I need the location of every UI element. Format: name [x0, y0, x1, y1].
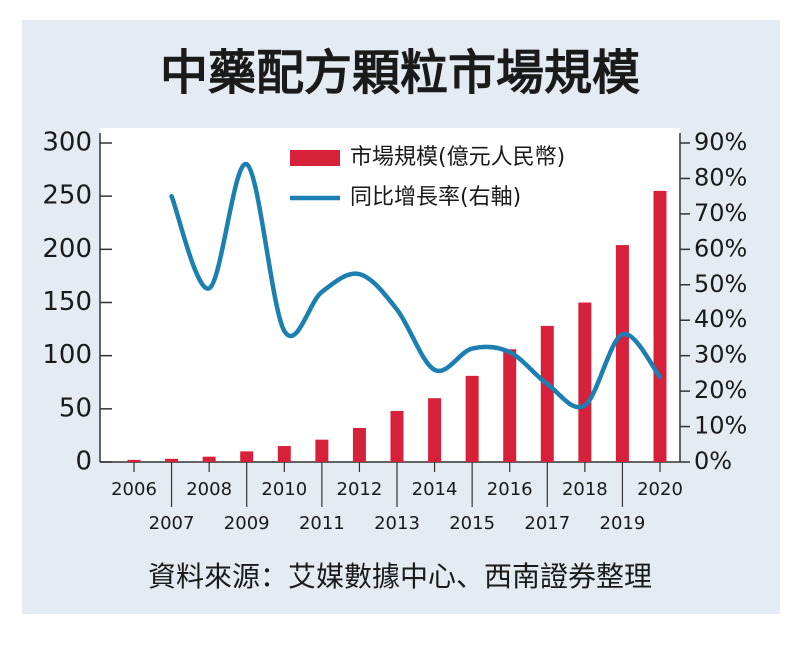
y2-tick-label: 0% — [694, 447, 732, 475]
y2-tick-label: 60% — [694, 234, 747, 262]
bar — [277, 446, 291, 462]
bar — [503, 349, 517, 462]
y2-tick-label: 70% — [694, 199, 747, 227]
bar — [465, 375, 479, 462]
x-tick-label: 2011 — [299, 513, 345, 534]
plot-area — [100, 128, 680, 462]
bar — [428, 398, 442, 462]
y-tick-label: 0 — [75, 447, 92, 477]
legend-label: 同比增長率(右軸) — [350, 185, 521, 210]
x-tick-label: 2019 — [600, 513, 646, 534]
x-tick-label: 2018 — [562, 479, 608, 500]
bar — [653, 190, 667, 462]
y-tick-label: 300 — [42, 128, 92, 158]
bar — [165, 458, 179, 462]
x-tick-label: 2008 — [186, 479, 232, 500]
x-tick-label: 2020 — [637, 479, 683, 500]
bar — [615, 245, 629, 462]
y2-tick-label: 90% — [694, 128, 747, 156]
bar — [315, 439, 329, 462]
legend-swatch — [290, 150, 340, 166]
y-tick-label: 50 — [59, 393, 92, 423]
x-tick-label: 2010 — [261, 479, 307, 500]
y2-tick-label: 40% — [694, 305, 747, 333]
y2-tick-label: 30% — [694, 341, 747, 369]
bar — [240, 451, 254, 462]
x-tick-label: 2013 — [374, 513, 420, 534]
x-tick-label: 2015 — [449, 513, 495, 534]
y-tick-label: 250 — [42, 181, 92, 211]
source: 資料來源：艾媒數據中心、西南證券整理 — [148, 560, 652, 593]
y2-tick-label: 20% — [694, 376, 747, 404]
y-tick-label: 100 — [42, 340, 92, 370]
y2-tick-label: 50% — [694, 270, 747, 298]
line — [169, 161, 663, 410]
x-tick-label: 2017 — [524, 513, 570, 534]
bar — [390, 410, 404, 462]
x-tick-label: 2006 — [111, 479, 157, 500]
y-tick-label: 150 — [42, 287, 92, 317]
y2-tick-label: 10% — [694, 412, 747, 440]
x-tick-label: 2014 — [412, 479, 458, 500]
x-tick-label: 2012 — [337, 479, 383, 500]
bar — [202, 456, 216, 462]
bar — [578, 302, 592, 462]
x-tick-label: 2016 — [487, 479, 533, 500]
y2-tick-label: 80% — [694, 163, 747, 191]
bar — [352, 427, 366, 462]
legend-label: 市場規模(億元人民幣) — [350, 145, 565, 170]
x-tick-label: 2007 — [149, 513, 195, 534]
bar — [127, 459, 141, 462]
y-tick-label: 200 — [42, 234, 92, 264]
chart-title: 中藥配方顆粒市場規模 — [160, 45, 640, 101]
x-tick-label: 2009 — [224, 513, 270, 534]
bar — [540, 325, 554, 462]
